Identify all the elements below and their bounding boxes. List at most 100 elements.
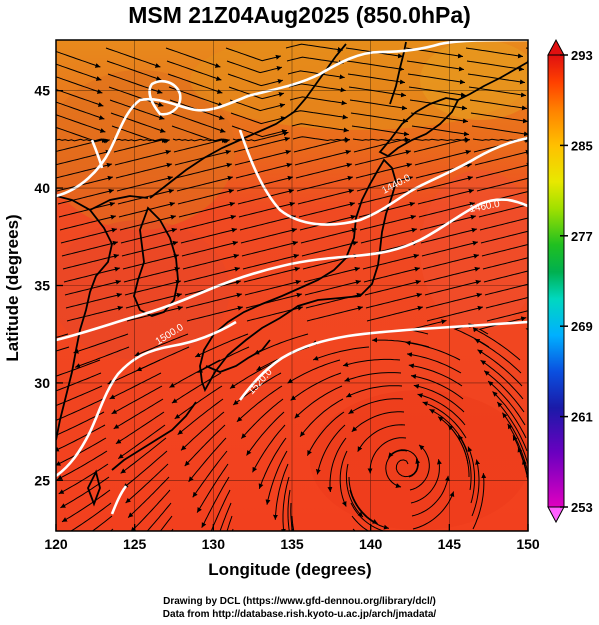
streamline (469, 99, 528, 111)
streamline (56, 385, 103, 407)
streamline (122, 253, 180, 270)
streamline (233, 136, 291, 153)
streamline (105, 47, 161, 68)
streamline (173, 138, 230, 153)
streamline (348, 398, 404, 415)
streamline (0, 451, 47, 472)
streamline (352, 136, 410, 142)
streamline (306, 411, 345, 456)
streamline (350, 112, 409, 124)
streamline (475, 162, 528, 179)
streamline (467, 446, 476, 504)
streamline (56, 333, 69, 338)
streamline (487, 380, 526, 426)
streamline (226, 515, 233, 531)
streamline (413, 384, 465, 413)
streamline (408, 86, 467, 98)
streamline (471, 125, 528, 137)
streamline (357, 188, 415, 205)
y-tick-label: 25 (34, 472, 50, 488)
streamline (406, 60, 465, 72)
streamline (479, 217, 528, 231)
streamline (166, 60, 222, 81)
streamline (291, 515, 295, 531)
streamline (119, 214, 177, 231)
graticule (55, 40, 529, 531)
streamline (501, 412, 528, 465)
streamline (351, 125, 410, 137)
streamline (58, 201, 116, 218)
streamline (474, 338, 522, 374)
streamline (350, 502, 397, 531)
streamline (294, 149, 352, 166)
streamline (246, 411, 285, 456)
streamline (174, 385, 223, 420)
streamline (127, 476, 170, 518)
streamlines (0, 43, 528, 531)
streamline (426, 305, 484, 322)
streamline (60, 227, 118, 244)
streamline (126, 305, 184, 322)
streamline (258, 437, 287, 489)
colorbar-tick-label: 285 (571, 138, 593, 153)
colorbar: 253 261 269 277 285 293 (547, 38, 593, 524)
streamline (125, 292, 183, 309)
streamline (412, 136, 470, 142)
streamline (423, 266, 481, 283)
streamline (242, 253, 300, 270)
colorbar-tick-label: 293 (571, 48, 593, 63)
streamline (525, 327, 528, 331)
streamline (56, 450, 108, 481)
contour-label: 1460.0 (469, 199, 501, 215)
streamline (56, 359, 101, 377)
streamline (172, 138, 229, 144)
streamline (185, 292, 243, 309)
streamline (115, 411, 165, 445)
streamline (290, 372, 342, 401)
streamline (496, 401, 528, 452)
streamline (56, 138, 110, 153)
streamline (486, 310, 528, 322)
streamline (178, 201, 236, 218)
streamline (117, 188, 175, 205)
streamline (56, 437, 107, 466)
colorbar-tick-label: 277 (571, 229, 593, 244)
streamline (118, 201, 176, 218)
streamline (485, 296, 528, 309)
streamline (409, 319, 447, 335)
streamline (349, 99, 408, 111)
streamline (175, 162, 233, 179)
streamline (418, 201, 476, 218)
streamline (231, 125, 288, 138)
streamline (0, 503, 51, 527)
streamline (295, 162, 353, 179)
streamline (112, 138, 169, 144)
colorbar-tick-label: 261 (571, 410, 593, 425)
streamline (74, 346, 130, 368)
streamline (177, 398, 224, 435)
streamline (230, 112, 287, 125)
streamline (123, 266, 181, 283)
streamline (422, 253, 480, 270)
streamline (228, 86, 285, 100)
streamline (0, 490, 50, 513)
streamline (417, 393, 466, 426)
streamline (116, 175, 174, 192)
colorbar-min-arrow (547, 506, 565, 524)
streamline (349, 489, 390, 530)
streamline (201, 476, 230, 528)
streamline (115, 162, 173, 179)
streamline (301, 240, 359, 257)
streamline (354, 149, 412, 166)
streamline (229, 359, 281, 389)
streamline (348, 86, 407, 98)
streamline (364, 279, 422, 296)
streamline (56, 126, 107, 144)
streamline (357, 424, 406, 452)
streamline (312, 346, 370, 361)
streamline (292, 136, 350, 142)
streamline (0, 412, 44, 431)
streamline (184, 424, 226, 467)
streamline (183, 266, 241, 283)
y-axis-title: Latitude (degrees) (3, 214, 22, 361)
